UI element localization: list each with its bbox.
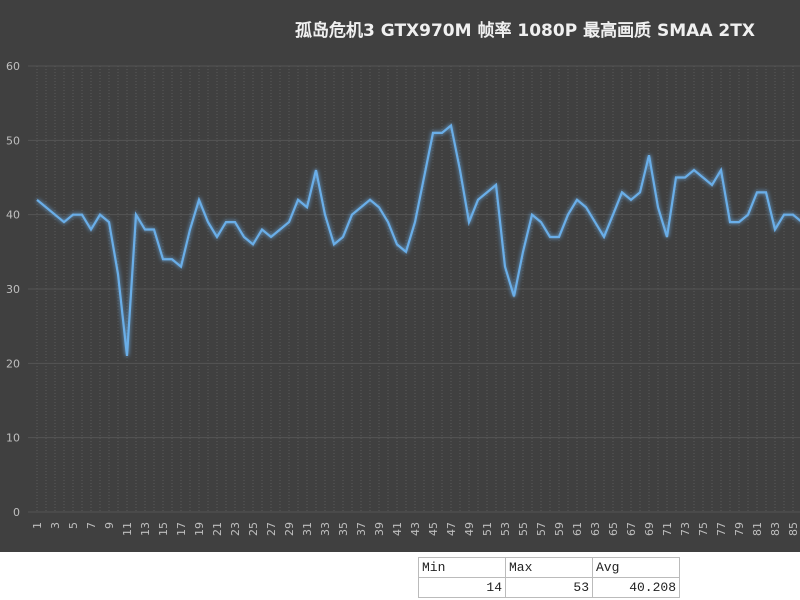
x-tick-label: 77 [715, 522, 728, 536]
x-tick-label: 31 [301, 522, 314, 536]
x-tick-label: 25 [247, 522, 260, 536]
x-tick-label: 83 [769, 522, 782, 536]
chart-title: 孤岛危机3 GTX970M 帧率 1080P 最高画质 SMAA 2TX [295, 20, 755, 41]
chart: 孤岛危机3 GTX970M 帧率 1080P 最高画质 SMAA 2TX 0 10… [0, 0, 800, 552]
x-tick-label: 53 [499, 522, 512, 536]
x-tick-label: 27 [265, 522, 278, 536]
x-tick-label: 29 [283, 522, 296, 536]
x-tick-label: 79 [733, 522, 746, 536]
x-tick-label: 3 [49, 522, 62, 529]
x-tick-label: 9 [103, 522, 116, 529]
x-tick-label: 41 [391, 522, 404, 536]
x-tick-label: 81 [751, 522, 764, 536]
x-tick-label: 37 [355, 522, 368, 536]
data-line [36, 123, 800, 357]
x-tick-label: 21 [211, 522, 224, 536]
x-tick-label: 23 [229, 522, 242, 536]
x-tick-label: 61 [571, 522, 584, 536]
x-tick-label: 17 [175, 522, 188, 536]
x-tick-label: 75 [697, 522, 710, 536]
x-tick-label: 73 [679, 522, 692, 536]
y-tick-label: 10 [6, 432, 20, 445]
x-tick-label: 71 [661, 522, 674, 536]
x-tick-label: 5 [67, 522, 80, 529]
summary-table: Min Max Avg 14 53 40.208 [418, 557, 680, 598]
x-tick-label: 67 [625, 522, 638, 536]
x-tick-label: 1 [31, 522, 44, 529]
x-tick-label: 7 [85, 522, 98, 529]
x-tick-label: 51 [481, 522, 494, 536]
y-tick-label: 20 [6, 357, 20, 370]
x-tick-label: 59 [553, 522, 566, 536]
x-tick-label: 45 [427, 522, 440, 536]
x-tick-label: 35 [337, 522, 350, 536]
x-tick-label: 85 [787, 522, 800, 536]
x-tick-label: 69 [643, 522, 656, 536]
x-tick-label: 47 [445, 522, 458, 536]
header-cell: Min [418, 557, 506, 578]
value-cell: 40.208 [592, 577, 680, 598]
x-tick-label: 39 [373, 522, 386, 536]
y-tick-label: 30 [6, 283, 20, 296]
header-cell: Max [505, 557, 593, 578]
x-tick-label: 33 [319, 522, 332, 536]
value-cell: 53 [505, 577, 593, 598]
plot-background [0, 0, 800, 552]
x-tick-label: 11 [121, 522, 134, 536]
x-tick-label: 63 [589, 522, 602, 536]
x-tick-label: 13 [139, 522, 152, 536]
x-tick-label: 49 [463, 522, 476, 536]
value-cell: 14 [418, 577, 506, 598]
y-tick-label: 60 [6, 60, 20, 73]
x-tick-label: 57 [535, 522, 548, 536]
x-tick-label: 55 [517, 522, 530, 536]
x-tick-label: 19 [193, 522, 206, 536]
x-tick-label: 15 [157, 522, 170, 536]
y-tick-label: 0 [13, 506, 20, 519]
x-tick-label: 65 [607, 522, 620, 536]
y-tick-label: 40 [6, 209, 20, 222]
y-tick-label: 50 [6, 134, 20, 147]
x-tick-label: 43 [409, 522, 422, 536]
header-cell: Avg [592, 557, 680, 578]
